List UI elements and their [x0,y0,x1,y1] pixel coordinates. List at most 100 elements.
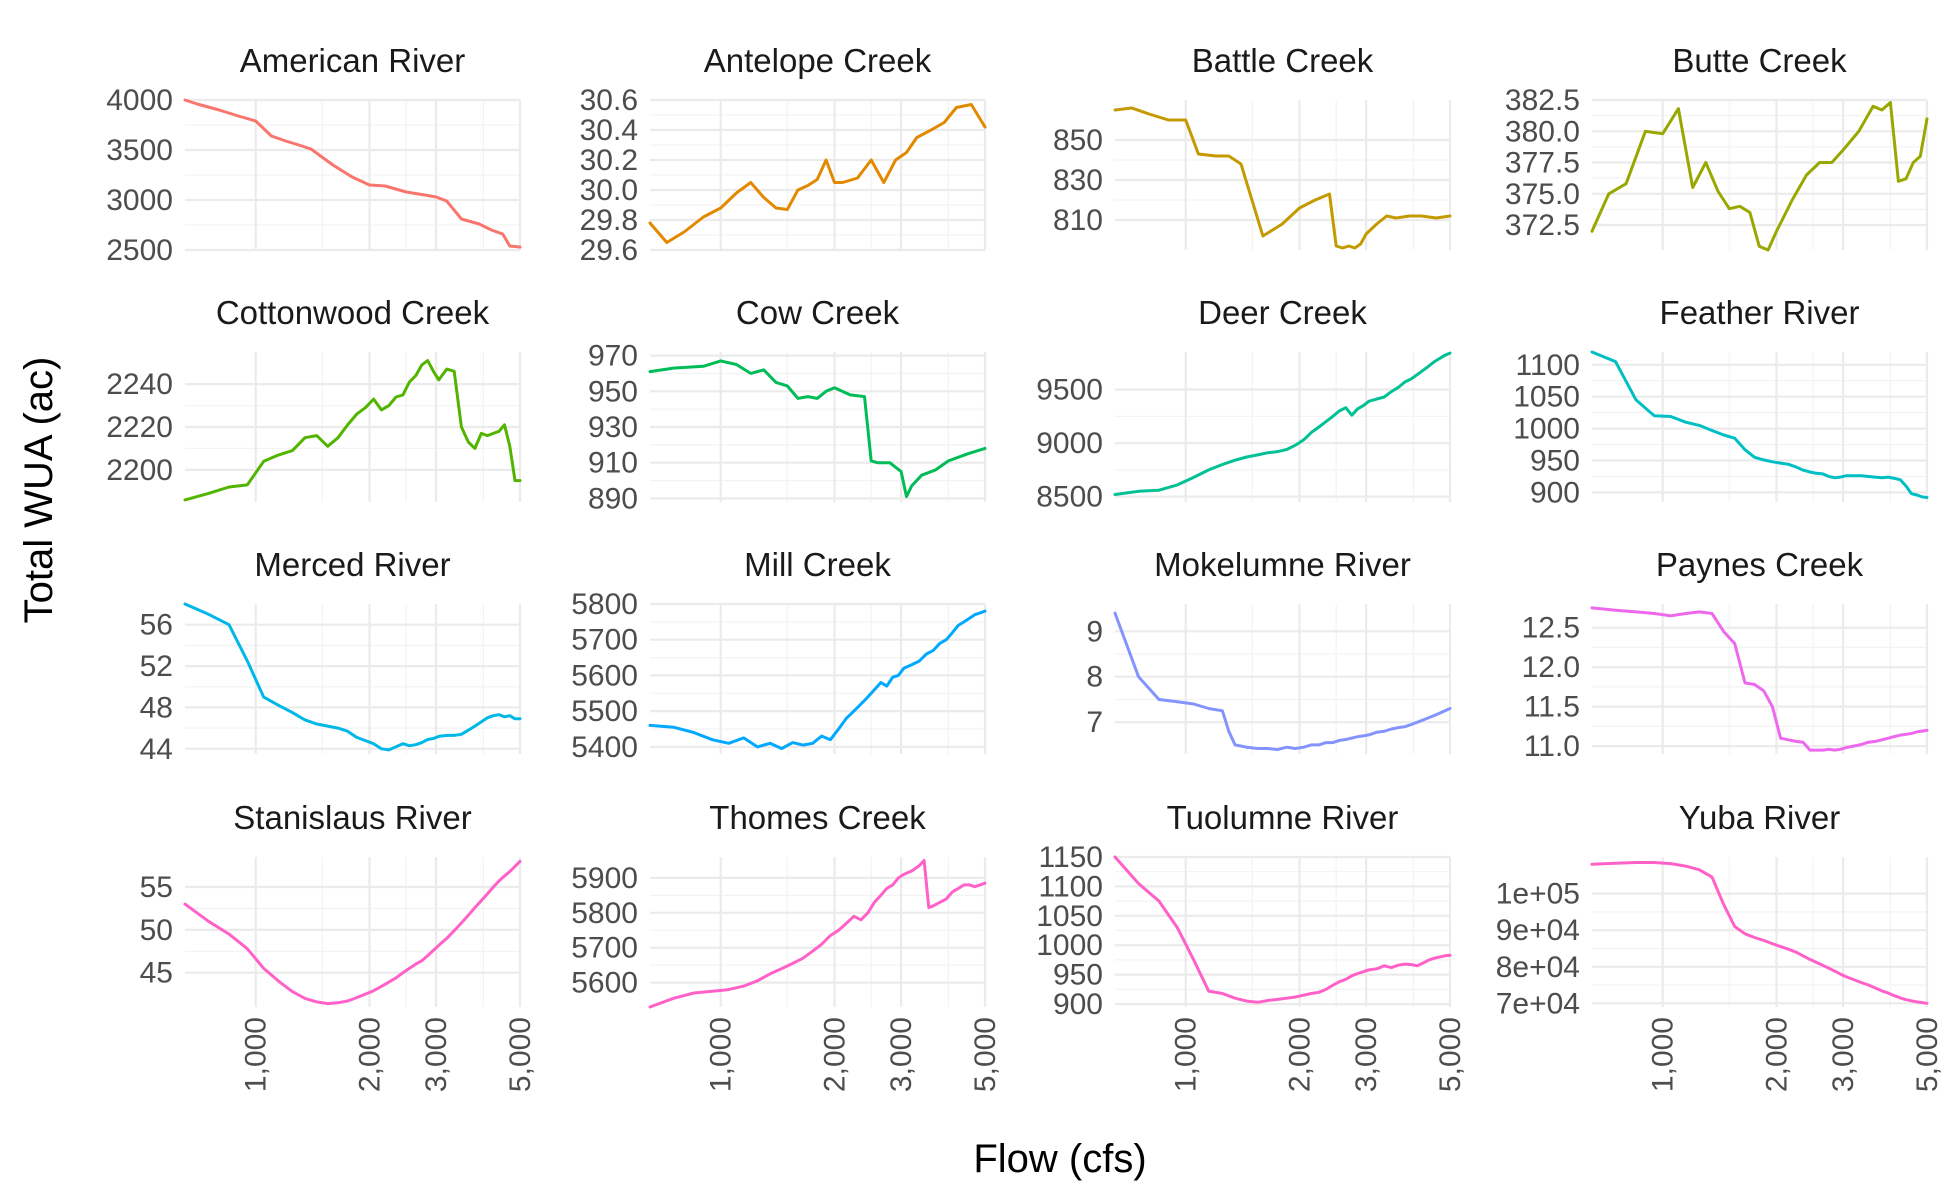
y-tick-label: 850 [1053,124,1103,157]
facet-title: American River [240,42,466,79]
facet-title: Stanislaus River [233,799,471,836]
facet-title: Butte Creek [1672,42,1847,79]
series-line-cow-creek [648,359,987,499]
facet-title: Paynes Creek [1656,546,1864,583]
series-line-thomes-creek [648,859,987,1009]
y-tick-label: 11.0 [1524,730,1580,763]
panel-american-river: 2500 3000 3500 4000 American River [106,42,522,267]
y-tick-label: 30.2 [580,144,638,177]
y-tick-label: 5800 [571,897,638,930]
x-tick-label: 2,000 [1761,1017,1794,1092]
y-tick-label: 950 [1053,959,1103,992]
y-tick-label: 5900 [571,862,638,895]
facet-title: Mill Creek [744,546,891,583]
x-tick-label: 5,000 [969,1017,1002,1092]
y-axis-title: Total WUA (ac) [17,357,61,624]
series-line-battle-creek [1113,106,1452,250]
y-tick-label: 45 [140,957,173,990]
y-tick-label: 950 [1530,445,1580,478]
facet-title: Yuba River [1679,799,1840,836]
y-tick-label: 372.5 [1505,209,1580,242]
series-line-deer-creek [1113,351,1452,496]
facet-title: Feather River [1660,294,1860,331]
y-tick-label: 29.8 [580,204,638,237]
y-tick-label: 3000 [106,184,173,217]
facet-title: Cottonwood Creek [216,294,490,331]
x-tick-label: 1,000 [240,1017,273,1092]
y-tick-label: 4000 [106,84,173,117]
facet-title: Cow Creek [736,294,900,331]
y-tick-label: 9e+04 [1496,914,1580,947]
y-tick-label: 44 [140,733,173,766]
y-tick-label: 1100 [1038,870,1103,903]
series-line-cottonwood-creek [183,359,522,502]
y-tick-label: 5700 [571,932,638,965]
facet-title: Thomes Creek [709,799,926,836]
y-tick-label: 12.5 [1522,612,1580,645]
series-line-merced-river [183,602,522,752]
series-line-feather-river [1590,350,1929,499]
y-tick-label: 50 [140,914,173,947]
facet-title: Tuolumne River [1167,799,1399,836]
y-tick-label: 377.5 [1505,147,1580,180]
y-tick-label: 11.5 [1524,691,1580,724]
y-tick-label: 382.5 [1505,84,1580,117]
series-line-stanislaus-river [183,859,522,1006]
x-tick-label: 5,000 [504,1017,537,1092]
series-line-antelope-creek [648,103,987,244]
y-tick-label: 56 [140,609,173,642]
x-tick-label: 2,000 [354,1017,387,1092]
y-tick-label: 55 [140,871,173,904]
y-tick-label: 3500 [106,134,173,167]
y-tick-label: 1000 [1036,929,1103,962]
facet-title: Mokelumne River [1154,546,1411,583]
y-tick-label: 900 [1530,476,1580,509]
x-tick-label: 1,000 [705,1017,738,1092]
y-tick-label: 52 [140,650,173,683]
y-tick-label: 5600 [571,967,638,1000]
y-tick-label: 2200 [106,454,173,487]
y-tick-label: 5500 [571,695,638,728]
y-tick-label: 2500 [106,234,173,267]
y-tick-label: 30.4 [580,114,638,147]
y-tick-label: 30.6 [580,84,638,117]
y-tick-label: 5700 [571,624,638,657]
y-tick-label: 8 [1086,661,1103,694]
x-tick-label: 2,000 [1284,1017,1317,1092]
y-tick-label: 2220 [106,411,173,444]
panel-stanislaus-river: 45 50 55 Stanislaus River 1,000 2,000 3,000 5,0… [140,799,537,1092]
panel-paynes-creek: 11.0 11.5 12.0 12.5 Paynes Creek [1522,546,1929,763]
y-tick-label: 5400 [571,731,638,764]
y-tick-label: 1000 [1513,413,1580,446]
y-tick-label: 375.0 [1505,178,1580,211]
y-tick-label: 380.0 [1505,115,1580,148]
panel-mokelumne-river: 7 8 9 Mokelumne River [1086,546,1452,754]
y-tick-label: 8e+04 [1496,951,1580,984]
series-line-mokelumne-river [1113,611,1452,751]
y-tick-label: 1050 [1036,900,1103,933]
panel-deer-creek: 8500 9000 9500 Deer Creek [1036,294,1452,514]
y-tick-label: 900 [1053,988,1103,1021]
y-tick-label: 7 [1086,706,1103,739]
x-tick-label: 1,000 [1647,1017,1680,1092]
y-tick-label: 950 [588,375,638,408]
y-tick-label: 2240 [106,368,173,401]
y-tick-label: 830 [1053,164,1103,197]
y-tick-label: 930 [588,411,638,444]
series-line-american-river [183,98,522,249]
series-line-butte-creek [1590,101,1929,252]
y-tick-label: 5600 [571,659,638,692]
y-tick-label: 7e+04 [1496,987,1580,1020]
y-tick-label: 810 [1053,204,1103,237]
y-tick-label: 12.0 [1522,651,1580,684]
panel-cottonwood-creek: 2200 2220 2240 Cottonwood Creek [106,294,522,502]
series-line-paynes-creek [1590,606,1929,752]
facet-title: Deer Creek [1198,294,1367,331]
